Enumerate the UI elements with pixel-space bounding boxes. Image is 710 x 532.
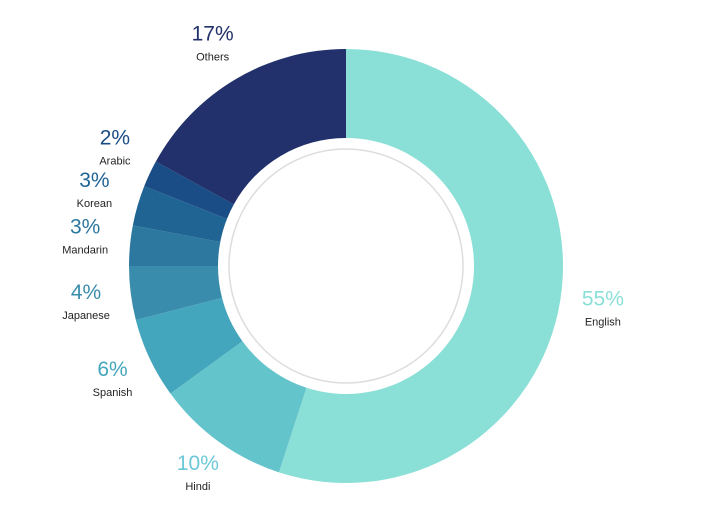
slice-arabic — [144, 161, 234, 219]
slice-value-label-hindi: 10% — [177, 452, 219, 475]
donut-inner-ring — [228, 148, 464, 384]
slice-spanish — [135, 297, 243, 394]
slice-others — [155, 49, 346, 205]
slice-value-label-arabic: 2% — [100, 126, 130, 149]
slice-value-label-english: 55% — [582, 287, 624, 310]
slice-category-label-hindi: Hindi — [185, 481, 210, 493]
slice-category-label-english: English — [585, 316, 621, 328]
slice-value-label-others: 17% — [192, 22, 234, 45]
slice-category-label-others: Others — [196, 51, 230, 63]
slice-hindi — [170, 341, 307, 473]
slice-category-label-mandarin: Mandarin — [62, 244, 108, 256]
slice-japanese — [129, 266, 223, 320]
slice-mandarin — [129, 225, 221, 266]
slice-english — [278, 49, 564, 483]
slice-category-label-spanish: Spanish — [93, 387, 133, 399]
donut-slices — [129, 49, 564, 483]
slice-labels: 55% English 10% Hindi 6% Spanish 4% Japanese 3% M… — [62, 22, 624, 492]
slice-category-label-japanese: Japanese — [62, 310, 110, 322]
slice-value-label-japanese: 4% — [71, 281, 101, 304]
slice-korean — [132, 186, 227, 243]
slice-value-label-spanish: 6% — [97, 358, 127, 381]
slice-category-label-korean: Korean — [77, 198, 112, 210]
slice-value-label-korean: 3% — [79, 169, 109, 192]
slice-value-label-mandarin: 3% — [70, 215, 100, 238]
slice-category-label-arabic: Arabic — [99, 155, 131, 167]
